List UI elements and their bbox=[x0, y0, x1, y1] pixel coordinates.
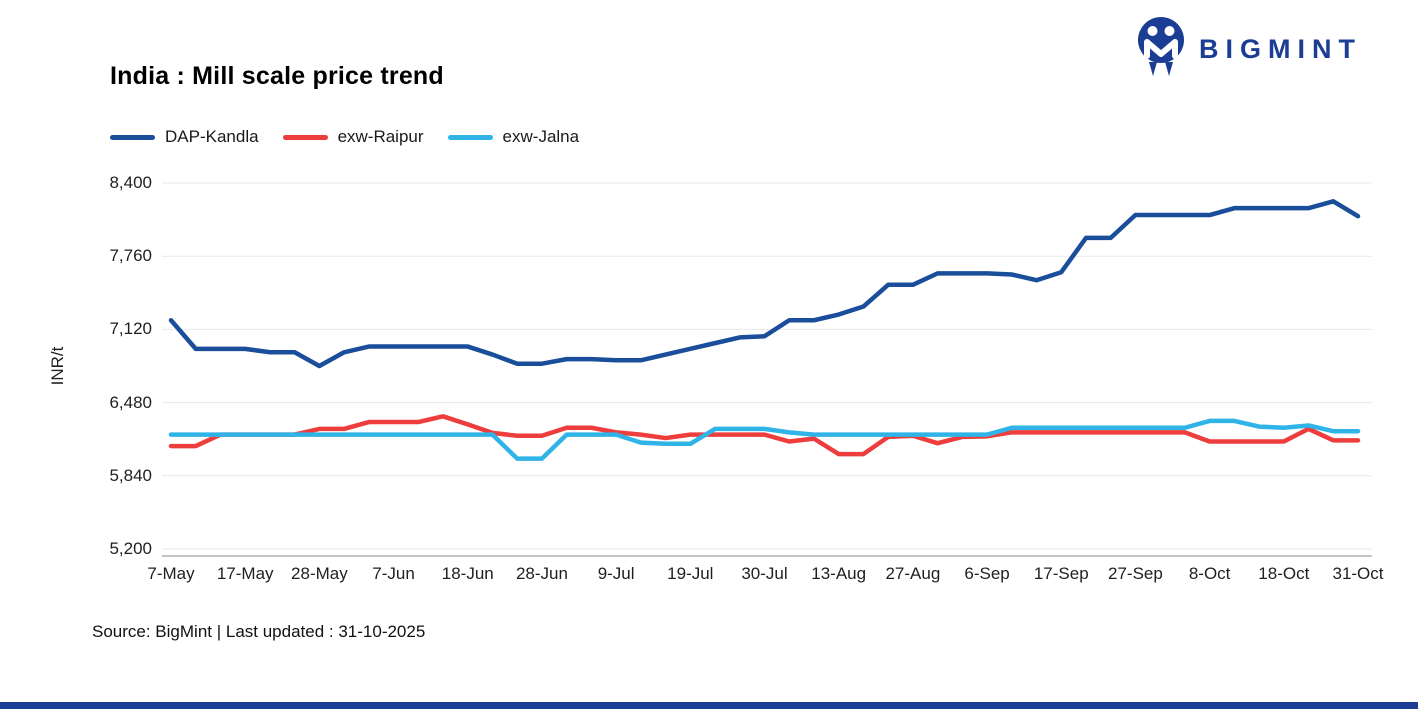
legend-swatch bbox=[110, 134, 155, 140]
chart-title: India : Mill scale price trend bbox=[110, 62, 444, 90]
legend-swatch bbox=[447, 134, 493, 140]
legend-item-exw-raipur[interactable]: exw-Raipur bbox=[282, 127, 424, 147]
legend-label: DAP-Kandla bbox=[165, 127, 259, 146]
x-tick-label: 9-Jul bbox=[597, 564, 635, 583]
bottom-accent-bar bbox=[0, 702, 1418, 709]
legend-label: exw-Jalna bbox=[502, 127, 580, 146]
y-tick-label: 7,760 bbox=[109, 246, 152, 266]
series-line-exw-jalna bbox=[168, 418, 1361, 461]
y-tick-label: 8,400 bbox=[109, 173, 152, 192]
legend-item-dap-kandla[interactable]: DAP-Kandla bbox=[110, 127, 259, 147]
series-line-dap-kandla bbox=[168, 199, 1361, 369]
x-tick-label: 7-Jun bbox=[372, 564, 415, 583]
x-tick-label: 31-Oct bbox=[1332, 564, 1384, 583]
chart-legend: DAP-Kandla exw-Raipur exw-Jalna bbox=[110, 127, 603, 147]
brand-logo: BIGMINT bbox=[1135, 16, 1362, 83]
x-tick-label: 28-Jun bbox=[515, 564, 568, 583]
legend-item-exw-jalna[interactable]: exw-Jalna bbox=[447, 127, 580, 147]
y-tick-label: 5,840 bbox=[109, 465, 152, 485]
x-tick-label: 17-May bbox=[216, 564, 274, 583]
bigmint-logo-icon bbox=[1135, 16, 1187, 83]
x-tick-label: 13-Aug bbox=[811, 564, 867, 583]
x-tick-label: 27-Aug bbox=[885, 564, 941, 583]
x-tick-label: 6-Sep bbox=[964, 564, 1010, 583]
x-tick-label: 18-Oct bbox=[1258, 564, 1310, 583]
y-tick-label: 6,480 bbox=[109, 392, 152, 412]
legend-swatch bbox=[282, 134, 328, 140]
x-tick-label: 8-Oct bbox=[1188, 564, 1231, 583]
x-tick-label: 17-Sep bbox=[1033, 564, 1089, 583]
x-tick-label: 18-Jun bbox=[441, 564, 494, 583]
series-line-exw-raipur bbox=[168, 414, 1361, 457]
source-attribution: Source: BigMint | Last updated : 31-10-2… bbox=[92, 622, 426, 641]
x-tick-label: 30-Jul bbox=[741, 564, 788, 583]
x-tick-label: 19-Jul bbox=[667, 564, 714, 583]
brand-name: BIGMINT bbox=[1199, 34, 1362, 64]
x-tick-label: 7-May bbox=[147, 564, 195, 583]
x-tick-label: 28-May bbox=[291, 564, 348, 583]
x-tick-label: 27-Sep bbox=[1108, 564, 1163, 583]
y-tick-label: 5,200 bbox=[109, 539, 152, 558]
y-axis-title: INR/t bbox=[48, 346, 67, 386]
y-tick-label: 7,120 bbox=[109, 319, 152, 339]
legend-label: exw-Raipur bbox=[337, 127, 424, 146]
